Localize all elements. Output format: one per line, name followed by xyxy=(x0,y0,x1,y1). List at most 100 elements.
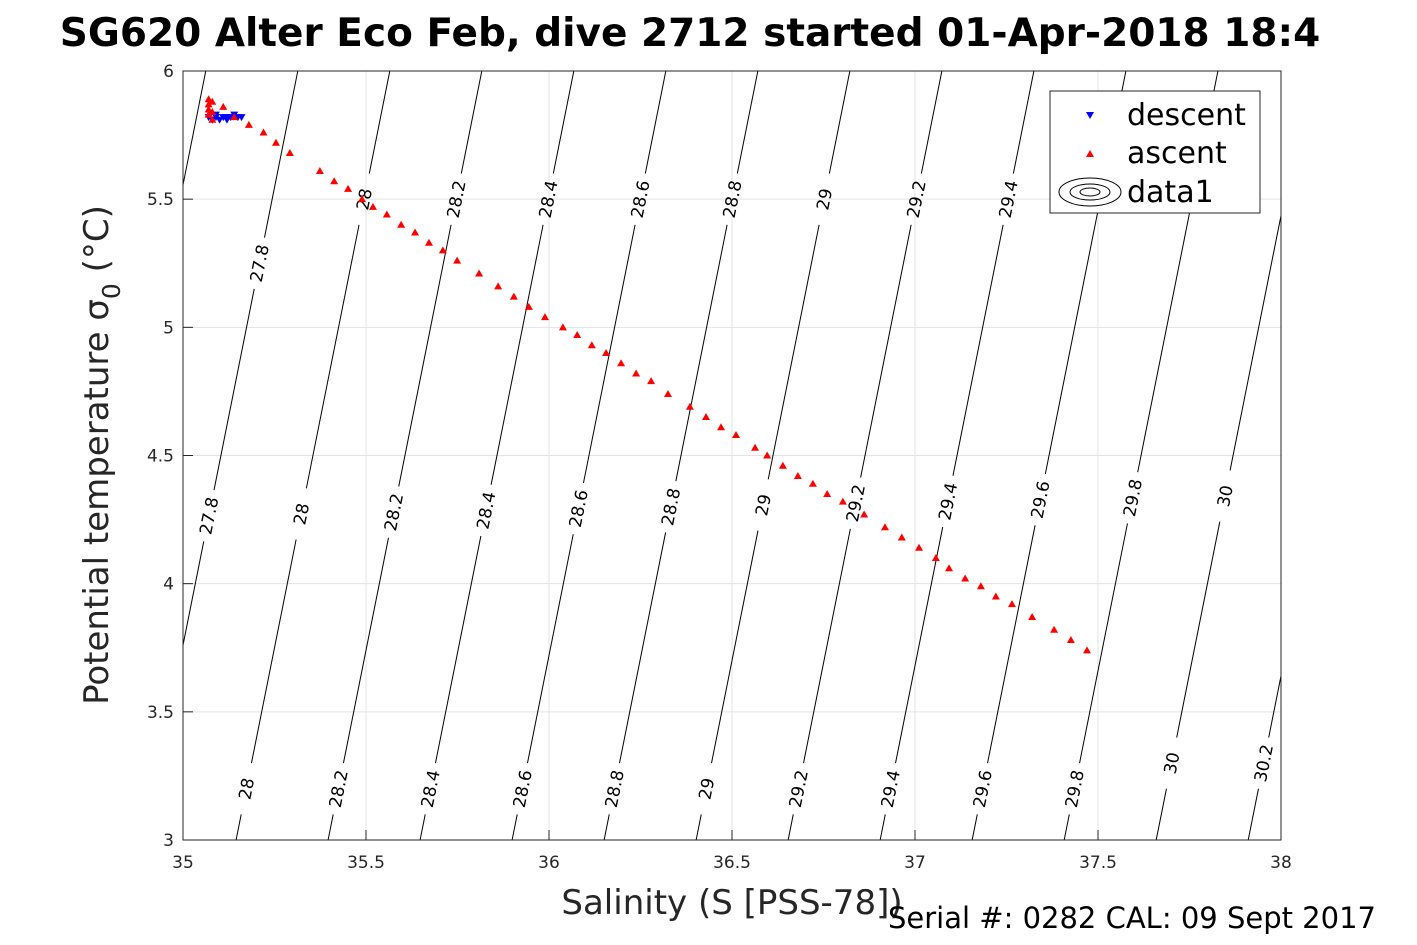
isopycnal-line xyxy=(263,71,299,238)
ascent-point xyxy=(587,341,596,349)
isopycnal-line xyxy=(1229,213,1281,471)
ascent-point xyxy=(368,202,377,210)
x-tick-label: 35.5 xyxy=(347,853,385,873)
ascent-point xyxy=(897,533,906,541)
isopycnal-line xyxy=(511,814,518,840)
isopycnal-line xyxy=(971,814,978,840)
ascent-point xyxy=(647,377,656,385)
ascent-point xyxy=(702,413,711,421)
ascent-point xyxy=(991,592,1000,600)
isopycnal-line xyxy=(552,71,575,174)
isopycnal-line xyxy=(1155,788,1167,840)
y-axis-label: Potential temperature σ0 (°C) xyxy=(77,205,126,705)
ascent-point xyxy=(494,282,503,290)
isopycnal-line xyxy=(987,525,1036,764)
isopycnal-line xyxy=(327,814,334,840)
isopycnal-line xyxy=(879,814,886,840)
ascent-point xyxy=(838,497,847,505)
isopycnal-line xyxy=(1012,71,1035,174)
isopycnal-line xyxy=(398,224,452,487)
ascent-point xyxy=(208,115,217,123)
legend-ascent-label: ascent xyxy=(1127,136,1227,171)
isopycnal-line xyxy=(767,224,820,480)
isopycnal-line xyxy=(582,224,636,484)
isopycnal-line xyxy=(235,814,242,840)
y-axis-label-sub: 0 xyxy=(97,283,126,299)
ascent-point xyxy=(475,269,484,277)
legend: descent ascent data1 xyxy=(1049,90,1261,214)
isopycnal-line xyxy=(952,224,1004,476)
ascent-point xyxy=(540,313,549,321)
isopycnal-line xyxy=(736,71,759,174)
y-tick-label: 4.5 xyxy=(147,447,174,467)
y-tick-label: 5 xyxy=(163,318,174,338)
ascent-point xyxy=(357,195,366,203)
contour-label: 29 xyxy=(752,493,776,518)
isopycnal-line xyxy=(250,539,297,764)
y-tick-label: 6 xyxy=(163,62,174,82)
y-tick-label: 4 xyxy=(163,575,174,595)
ascent-point xyxy=(204,100,213,108)
isopycnal-line xyxy=(828,71,851,174)
ascent-point xyxy=(860,510,869,518)
ascent-point xyxy=(1066,636,1075,644)
y-tick-label: 3.5 xyxy=(147,703,174,723)
ascent-point xyxy=(632,369,641,377)
contour-label: 30 xyxy=(1161,751,1185,776)
isopycnal-line xyxy=(711,530,759,764)
data-points xyxy=(204,95,1092,654)
ascent-point xyxy=(717,423,726,431)
legend-ascent-marker xyxy=(1086,150,1094,157)
ascent-point xyxy=(208,108,217,116)
x-tick-label: 37 xyxy=(904,853,926,873)
isopycnal-line xyxy=(860,224,912,478)
ascent-point xyxy=(915,543,924,551)
isopycnal-line xyxy=(183,541,205,648)
isopycnal-line xyxy=(895,526,944,764)
ascent-point xyxy=(808,479,817,487)
ascent-point xyxy=(524,302,533,310)
legend-descent-marker xyxy=(1086,112,1094,119)
isopycnal-line xyxy=(342,537,389,764)
legend-descent-label: descent xyxy=(1127,98,1246,133)
ascent-point xyxy=(424,238,433,246)
isopycnal-line xyxy=(183,71,207,188)
ascent-point xyxy=(617,359,626,367)
ascent-point xyxy=(1050,625,1059,633)
isopycnal-line xyxy=(419,814,426,840)
contour-label: 29 xyxy=(695,776,719,801)
ascent-point xyxy=(453,256,462,264)
ascent-point xyxy=(602,348,611,356)
descent-point xyxy=(222,116,231,124)
ascent-point xyxy=(219,102,228,110)
contour-label: 30 xyxy=(1214,484,1238,509)
isopycnal-line xyxy=(1247,788,1259,840)
ascent-point xyxy=(1028,612,1037,620)
x-tick-label: 37.5 xyxy=(1079,853,1117,873)
y-tick-label: 3 xyxy=(163,831,174,851)
ascent-point xyxy=(244,120,253,128)
isopycnal-line xyxy=(803,528,851,764)
ascent-point xyxy=(931,554,940,562)
chart-title: SG620 Alter Eco Feb, dive 2712 started 0… xyxy=(60,11,1320,56)
ascent-point xyxy=(397,220,406,228)
ascent-point xyxy=(382,210,391,218)
ascent-point xyxy=(558,323,567,331)
ascent-point xyxy=(945,564,954,572)
ascent-point xyxy=(751,443,760,451)
ascent-point xyxy=(976,582,985,590)
descent-point xyxy=(237,114,246,122)
y-axis-label-unit: (°C) xyxy=(77,205,117,283)
ascent-point xyxy=(230,113,239,121)
isopycnal-line xyxy=(368,71,391,174)
ascent-point xyxy=(1083,646,1092,654)
legend-box xyxy=(1049,90,1261,214)
ascent-point xyxy=(438,246,447,254)
ascent-point xyxy=(411,228,420,236)
ascent-point xyxy=(204,105,213,113)
isopycnal-line xyxy=(920,71,943,174)
isopycnal-line xyxy=(675,224,728,482)
y-tick-label: 5.5 xyxy=(147,190,174,210)
ascent-point xyxy=(732,430,741,438)
